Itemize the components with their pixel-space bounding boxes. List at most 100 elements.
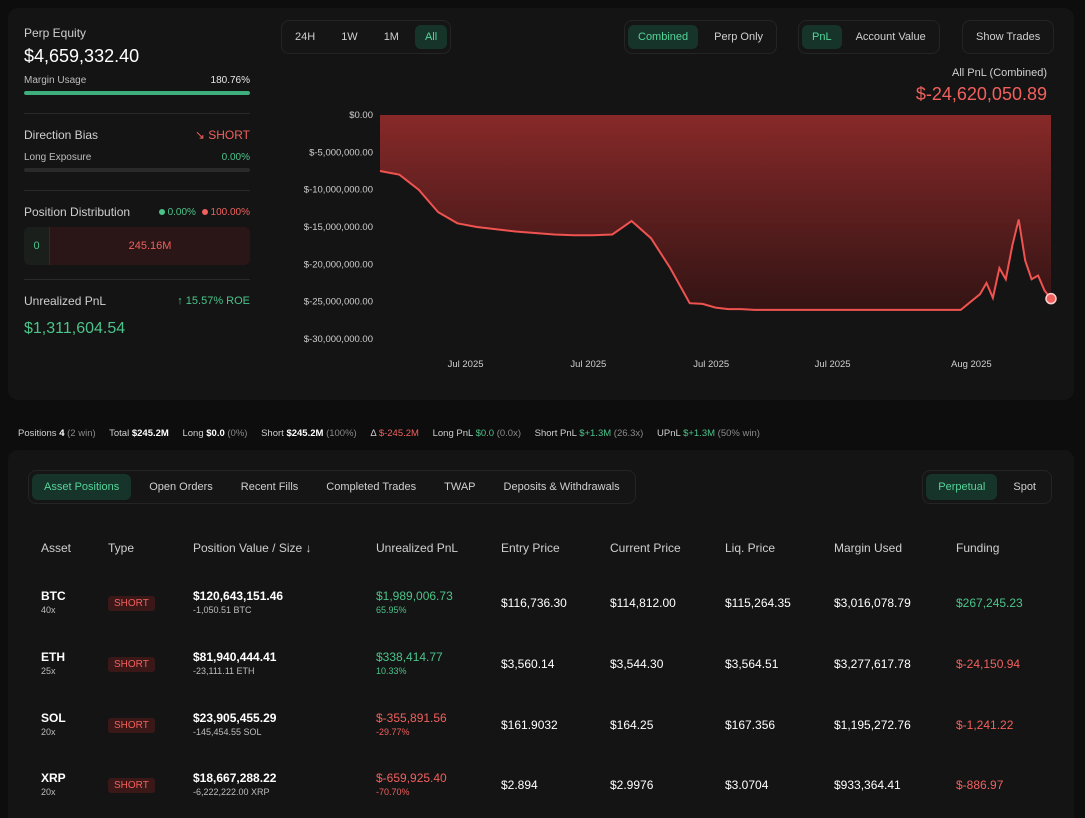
tab-spot[interactable]: Spot xyxy=(1013,481,1036,493)
side-badge: SHORT xyxy=(108,718,155,733)
long-exposure-row: Long Exposure 0.00% xyxy=(24,152,250,163)
tab-completed-trades[interactable]: Completed Trades xyxy=(326,481,417,493)
tab-open-orders[interactable]: Open Orders xyxy=(149,481,213,493)
position-value: $23,905,455.29 xyxy=(193,711,277,725)
positions-summary: Positions 4 (2 win) Total $245.2M Long $… xyxy=(18,428,760,439)
header-type[interactable]: Type xyxy=(108,541,135,555)
roe-value: ↑ 15.57% ROE xyxy=(177,295,250,307)
header-asset[interactable]: Asset xyxy=(41,541,72,555)
header-margin-used[interactable]: Margin Used xyxy=(834,541,903,555)
y-tick-label: $-10,000,000.00 xyxy=(304,185,373,196)
position-value: $81,940,444.41 xyxy=(193,650,277,664)
side-badge: SHORT xyxy=(108,657,155,672)
distribution-legend: 0.00% 100.00% xyxy=(158,207,250,218)
show-trades-button[interactable]: Show Trades xyxy=(976,31,1041,43)
summary-upnl-value: $+1.3M xyxy=(683,428,716,439)
tab-recent-fills[interactable]: Recent Fills xyxy=(240,481,299,493)
long-exposure-value: 0.00% xyxy=(221,152,250,163)
header-current-price[interactable]: Current Price xyxy=(610,541,681,555)
direction-bias-text: SHORT xyxy=(208,128,250,142)
entry-price: $161.9032 xyxy=(501,718,558,732)
divider xyxy=(24,190,250,191)
current-price: $164.25 xyxy=(610,718,654,732)
asset-name[interactable]: BTC xyxy=(41,589,66,603)
latest-point-marker[interactable] xyxy=(1045,292,1057,305)
side-badge: SHORT xyxy=(108,778,155,793)
tab-twap[interactable]: TWAP xyxy=(444,481,476,493)
unrealized-pnl-pct: -29.77% xyxy=(376,727,410,737)
x-tick-label: Jul 2025 xyxy=(570,359,606,370)
positions-tabs: Asset Positions Open Orders Recent Fills… xyxy=(28,470,636,504)
liq-price: $3,564.51 xyxy=(725,657,779,671)
range-1m-button[interactable]: 1M xyxy=(383,31,399,43)
summary-delta-label: Δ xyxy=(370,428,377,439)
tab-deposits-withdrawals[interactable]: Deposits & Withdrawals xyxy=(503,481,620,493)
summary-short-pnl-value: $+1.3M xyxy=(579,428,612,439)
pnl-chart: $0.00 $-5,000,000.00 $-10,000,000.00 $-15,0… xyxy=(304,110,1057,370)
y-tick-label: $-30,000,000.00 xyxy=(304,334,373,345)
unrealized-pnl: $-355,891.56 xyxy=(376,711,447,725)
summary-long-pnl-value: $0.0 xyxy=(475,428,495,439)
tab-asset-positions[interactable]: Asset Positions xyxy=(32,474,132,500)
combined-button[interactable]: Combined xyxy=(628,25,699,49)
positions-panel: Asset Positions Open Orders Recent Fills… xyxy=(8,450,1074,818)
asset-leverage: 40x xyxy=(41,605,56,615)
unrealized-pnl-pct: 10.33% xyxy=(376,666,407,676)
unrealized-pnl: $338,414.77 xyxy=(376,650,443,664)
current-price: $3,544.30 xyxy=(610,657,664,671)
pnl-button[interactable]: PnL xyxy=(802,25,842,49)
perp-equity-value: $4,659,332.40 xyxy=(24,46,140,66)
position-distribution-label: Position Distribution xyxy=(24,205,131,219)
direction-bias-row: Direction Bias ↘ SHORT xyxy=(24,128,250,142)
summary-short-pnl-label: Short PnL xyxy=(534,428,577,439)
summary-upnl-label: UPnL xyxy=(657,428,681,439)
short-dot-icon xyxy=(201,208,208,215)
summary-short-label: Short xyxy=(261,428,284,439)
chart-title: All PnL (Combined) xyxy=(952,67,1047,79)
asset-name[interactable]: SOL xyxy=(41,711,66,725)
margin-usage-bar xyxy=(24,91,250,95)
position-value: $18,667,288.22 xyxy=(193,771,277,785)
summary-long-pnl-x: (0.0x) xyxy=(496,428,521,439)
unrealized-pnl-label: Unrealized PnL xyxy=(24,294,107,308)
position-size: -145,454.55 SOL xyxy=(193,727,262,737)
liq-price: $115,264.35 xyxy=(725,596,791,610)
header-entry-price[interactable]: Entry Price xyxy=(501,541,560,555)
header-position-value[interactable]: Position Value / Size ↓ xyxy=(193,541,312,555)
perp-only-button[interactable]: Perp Only xyxy=(714,31,764,43)
long-exposure-label: Long Exposure xyxy=(24,152,92,163)
summary-long-pnl: Long PnL $0.0 (0.0x) xyxy=(433,428,521,439)
current-price: $114,812.00 xyxy=(610,596,676,610)
margin-used: $3,277,617.78 xyxy=(834,657,911,671)
dist-long-amount: 0 xyxy=(24,227,50,265)
divider xyxy=(24,279,250,280)
asset-name[interactable]: XRP xyxy=(41,771,66,785)
range-all-button[interactable]: All xyxy=(414,25,448,49)
margin-usage-fill xyxy=(24,91,250,95)
summary-short-pnl-x: (26.3x) xyxy=(613,428,644,439)
account-value-button[interactable]: Account Value xyxy=(855,31,926,43)
position-distribution-row: Position Distribution 0.00% 100.00% xyxy=(24,205,250,219)
tab-perpetual[interactable]: Perpetual xyxy=(926,474,998,500)
x-tick-label: Jul 2025 xyxy=(448,359,484,370)
range-24h-button[interactable]: 24H xyxy=(295,31,316,43)
liq-price: $167.356 xyxy=(725,718,776,732)
range-1w-button[interactable]: 1W xyxy=(341,31,358,43)
stats-column: Perp Equity $4,659,332.40 Margin Usage 1… xyxy=(24,26,250,338)
summary-total: Total $245.2M xyxy=(109,428,169,439)
unrealized-pnl-row: Unrealized PnL ↑ 15.57% ROE xyxy=(24,294,250,308)
unrealized-pnl-value: $1,311,604.54 xyxy=(24,320,126,337)
asset-leverage: 20x xyxy=(41,727,56,737)
summary-upnl-win: (50% win) xyxy=(717,428,760,439)
header-funding[interactable]: Funding xyxy=(956,541,1000,555)
header-liq-price[interactable]: Liq. Price xyxy=(725,541,776,555)
funding: $-24,150.94 xyxy=(956,657,1021,671)
divider xyxy=(24,113,250,114)
pnl-area xyxy=(380,115,1051,310)
funding: $-886.97 xyxy=(956,778,1004,792)
summary-long: Long $0.0 (0%) xyxy=(182,428,247,439)
funding: $-1,241.22 xyxy=(956,718,1014,732)
asset-name[interactable]: ETH xyxy=(41,650,65,664)
header-unrealized-pnl[interactable]: Unrealized PnL xyxy=(376,541,459,555)
summary-short: Short $245.2M (100%) xyxy=(261,428,357,439)
